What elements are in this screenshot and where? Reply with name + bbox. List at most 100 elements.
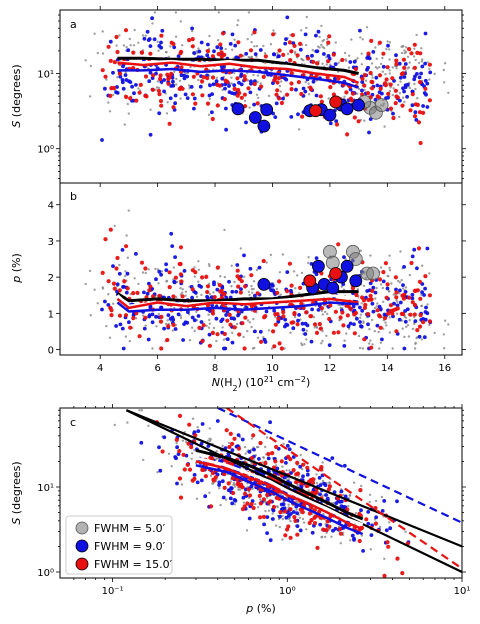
scatter-point	[297, 313, 301, 317]
scatter-point	[379, 266, 383, 269]
scatter-point	[121, 86, 126, 91]
scatter-point	[174, 456, 178, 461]
scatter-point	[394, 62, 399, 67]
scatter-point	[399, 250, 402, 253]
panel-a-letter: a	[70, 18, 77, 31]
scatter-point	[326, 312, 329, 316]
scatter-point	[237, 488, 240, 491]
scatter-point	[385, 282, 390, 287]
scatter-point	[322, 512, 325, 516]
scatter-point	[371, 343, 374, 346]
scatter-point	[405, 325, 408, 328]
scatter-point	[416, 246, 422, 251]
scatter-point	[203, 474, 208, 479]
scatter-point	[401, 96, 405, 99]
scatter-point	[359, 316, 362, 319]
scatter-point	[242, 92, 247, 97]
scatter-point	[278, 271, 282, 274]
scatter-point	[328, 85, 333, 90]
scatter-point	[185, 74, 190, 79]
x-tick-label: 10⁻¹	[102, 586, 124, 597]
scatter-point	[153, 11, 157, 14]
scatter-point	[178, 261, 183, 267]
scatter-point	[410, 92, 415, 97]
scatter-point	[358, 488, 363, 493]
scatter-point	[191, 326, 194, 329]
y-tick-label: 10⁰	[37, 568, 54, 579]
scatter-point	[107, 101, 110, 104]
scatter-point	[413, 347, 417, 350]
scatter-point	[195, 497, 199, 500]
scatter-point	[265, 515, 270, 519]
scatter-point	[115, 255, 120, 261]
scatter-point	[303, 343, 306, 346]
scatter-point	[295, 471, 301, 476]
scatter-point	[113, 224, 116, 228]
scatter-point	[160, 449, 165, 454]
scatter-point	[366, 521, 371, 526]
x-tick-label: 12	[324, 363, 337, 374]
scatter-point	[152, 37, 157, 42]
scatter-point	[310, 530, 315, 535]
scatter-point	[199, 40, 204, 45]
scatter-point	[407, 295, 412, 300]
scatter-point	[343, 339, 346, 342]
scatter-point	[189, 65, 192, 69]
scatter-point	[404, 69, 408, 73]
scatter-point	[377, 73, 383, 78]
scatter-point	[144, 324, 147, 327]
scatter-point	[358, 320, 362, 324]
scatter-point	[418, 296, 423, 301]
scatter-point	[108, 305, 113, 310]
scatter-point	[418, 140, 423, 146]
scatter-point	[131, 291, 136, 296]
scatter-point	[103, 299, 107, 304]
scatter-point	[174, 11, 178, 14]
scatter-point	[328, 528, 331, 531]
scatter-point	[291, 510, 296, 514]
scatter-point	[428, 67, 431, 71]
scatter-point	[250, 284, 253, 288]
scatter-point	[388, 269, 392, 272]
scatter-point	[114, 90, 118, 95]
scatter-point	[390, 282, 393, 285]
scatter-point	[142, 458, 145, 462]
scatter-point	[406, 324, 410, 327]
scatter-point	[208, 34, 211, 38]
scatter-point	[193, 275, 196, 278]
scatter-point	[196, 426, 199, 429]
scatter-point	[368, 500, 371, 504]
scatter-point	[242, 253, 246, 258]
scatter-point	[342, 463, 347, 468]
scatter-point	[285, 15, 290, 20]
scatter-point	[305, 472, 310, 477]
scatter-point	[420, 338, 424, 341]
scatter-point	[433, 331, 436, 335]
scatter-point	[245, 501, 250, 506]
scatter-point	[376, 302, 379, 305]
scatter-point	[180, 294, 185, 299]
scatter-point	[348, 493, 352, 497]
scatter-point	[274, 444, 279, 450]
scatter-point	[230, 264, 233, 267]
scatter-point	[171, 79, 175, 84]
scatter-point	[175, 83, 178, 86]
scatter-point	[345, 59, 348, 62]
scatter-point	[284, 77, 289, 82]
scatter-point	[107, 293, 110, 296]
scatter-point	[352, 312, 357, 317]
scatter-point	[120, 78, 125, 82]
scatter-point	[326, 59, 331, 64]
scatter-point	[360, 295, 365, 300]
scatter-point	[243, 487, 248, 492]
scatter-point	[96, 51, 100, 55]
x-tick-label: 6	[154, 363, 160, 374]
scatter-point	[199, 441, 204, 446]
scatter-point	[207, 332, 212, 337]
scatter-point	[93, 288, 96, 291]
scatter-point	[398, 292, 401, 295]
scatter-point	[388, 331, 392, 334]
scatter-point	[250, 499, 255, 503]
legend-marker-fwhm-5	[75, 521, 89, 535]
scatter-point	[333, 309, 338, 314]
